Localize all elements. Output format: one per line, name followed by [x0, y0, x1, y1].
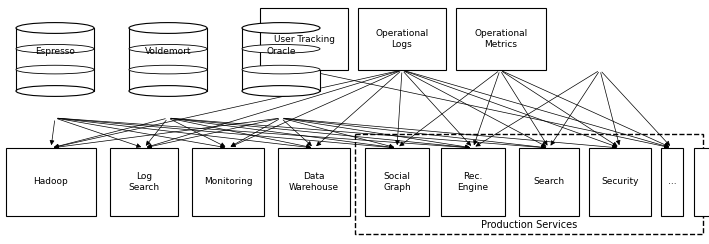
Bar: [110, 148, 178, 216]
Ellipse shape: [129, 86, 207, 96]
Ellipse shape: [129, 23, 207, 33]
Text: Voldemort: Voldemort: [145, 47, 191, 56]
Text: Operational
Metrics: Operational Metrics: [474, 29, 527, 49]
Bar: [456, 8, 546, 70]
Text: Social
Graph: Social Graph: [383, 172, 411, 192]
Bar: [16, 28, 94, 91]
Ellipse shape: [242, 65, 320, 74]
Text: Oracle: Oracle: [267, 47, 296, 56]
Ellipse shape: [129, 44, 207, 53]
Text: Data
Warehouse: Data Warehouse: [289, 172, 339, 192]
Ellipse shape: [16, 23, 94, 33]
Bar: [661, 148, 683, 216]
Text: Search: Search: [533, 177, 564, 186]
Text: Security: Security: [601, 177, 639, 186]
Bar: [441, 148, 505, 216]
Bar: [694, 148, 709, 216]
Bar: [358, 8, 446, 70]
Bar: [365, 148, 429, 216]
Bar: [129, 28, 207, 91]
Ellipse shape: [242, 44, 320, 53]
Text: Hadoop: Hadoop: [33, 177, 68, 186]
Text: ...: ...: [668, 177, 676, 186]
Ellipse shape: [16, 65, 94, 74]
Text: Production Services: Production Services: [481, 220, 577, 230]
Bar: [260, 8, 348, 70]
Bar: [589, 148, 651, 216]
Ellipse shape: [242, 86, 320, 96]
Text: User Tracking: User Tracking: [274, 34, 335, 43]
Ellipse shape: [16, 44, 94, 53]
Ellipse shape: [242, 23, 320, 33]
Text: Operational
Logs: Operational Logs: [375, 29, 429, 49]
Text: Rec.
Engine: Rec. Engine: [457, 172, 489, 192]
Ellipse shape: [16, 86, 94, 96]
Bar: [242, 28, 320, 91]
Text: Log
Search: Log Search: [128, 172, 160, 192]
Text: Monitoring: Monitoring: [203, 177, 252, 186]
Bar: [278, 148, 350, 216]
Bar: [355, 134, 703, 234]
Ellipse shape: [129, 65, 207, 74]
Text: Espresso: Espresso: [35, 47, 75, 56]
Bar: [192, 148, 264, 216]
Bar: [6, 148, 96, 216]
Bar: [519, 148, 579, 216]
